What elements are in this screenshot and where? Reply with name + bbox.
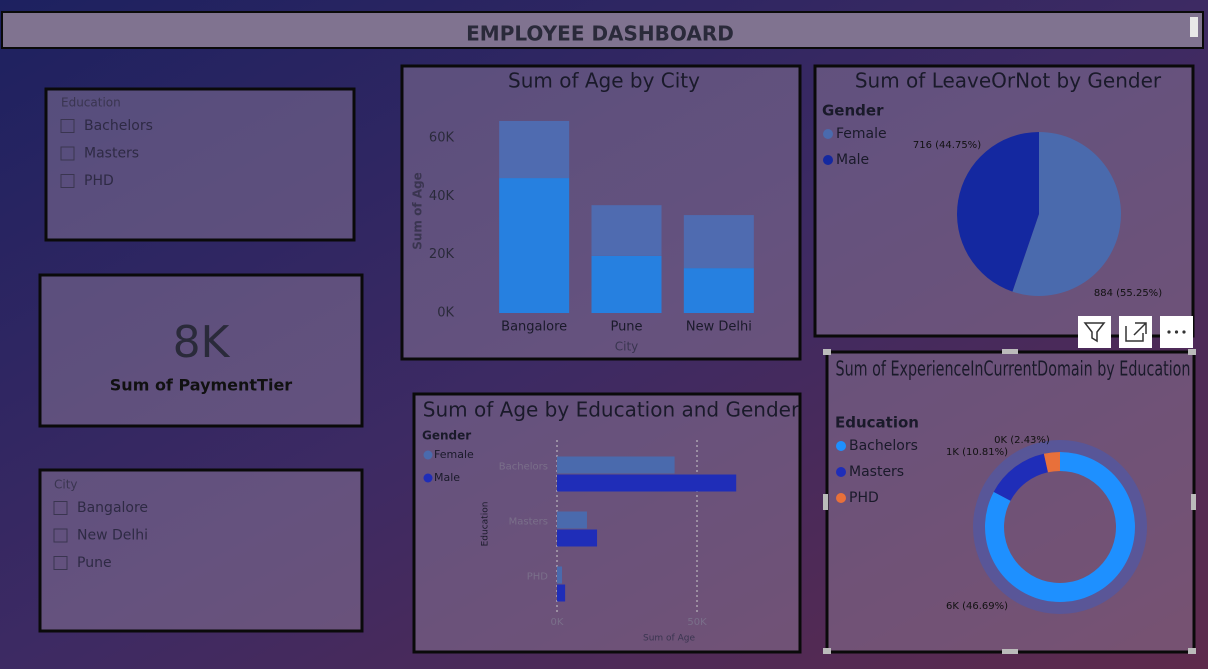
slicer-checkbox[interactable] bbox=[53, 501, 68, 515]
slicer-item: PHD bbox=[84, 173, 114, 189]
legend-marker bbox=[423, 450, 433, 460]
chart-title: Sum of Age by City bbox=[508, 69, 700, 93]
bar bbox=[557, 566, 563, 584]
chart-title: Sum of LeaveOrNot by Gender bbox=[855, 69, 1162, 93]
card-value: 8K bbox=[173, 317, 231, 368]
legend-label[interactable]: PHD bbox=[849, 490, 879, 506]
bar bbox=[591, 255, 662, 313]
legend-label[interactable]: Masters bbox=[849, 464, 904, 480]
bar bbox=[683, 268, 754, 313]
y-tick-label: PHD bbox=[527, 572, 549, 583]
legend-title: Gender bbox=[822, 102, 884, 120]
bar bbox=[499, 120, 570, 179]
legend-label[interactable]: Male bbox=[434, 471, 460, 484]
filter-button[interactable] bbox=[1078, 316, 1111, 348]
legend-marker bbox=[836, 441, 846, 451]
donut-slice bbox=[1043, 452, 1060, 473]
slicer-checkbox[interactable] bbox=[60, 174, 75, 188]
focus-icon bbox=[1125, 322, 1147, 342]
bar bbox=[683, 215, 754, 269]
x-axis-label: Sum of Age bbox=[643, 634, 695, 644]
header-bar bbox=[1, 11, 1204, 49]
scroll-thumb[interactable] bbox=[1190, 17, 1198, 37]
selection-handles bbox=[823, 349, 1196, 654]
pie-slice bbox=[1012, 132, 1122, 296]
slicer-item: New Delhi bbox=[77, 528, 148, 544]
visual-toolbar bbox=[1078, 316, 1193, 348]
chart-title: Sum of ExperienceInCurrentDomain by Educ… bbox=[836, 357, 1191, 381]
chart-title: Sum of Age by Education and Gender bbox=[423, 398, 800, 422]
slicer-checkbox[interactable] bbox=[53, 556, 68, 570]
legend-marker bbox=[836, 467, 846, 477]
slicer-title: City bbox=[54, 478, 78, 492]
education-slicer bbox=[44, 87, 356, 242]
bar bbox=[557, 584, 566, 602]
bar bbox=[499, 178, 570, 313]
y-tick-label: 60K bbox=[429, 131, 455, 146]
y-tick-label: 0K bbox=[437, 306, 454, 321]
data-label: 0K (2.43%) bbox=[994, 435, 1050, 446]
legend-marker bbox=[423, 473, 433, 483]
donut-slice bbox=[993, 453, 1048, 501]
bar bbox=[557, 511, 587, 529]
x-tick-label: Pune bbox=[610, 320, 642, 335]
slicer-checkbox[interactable] bbox=[60, 146, 75, 161]
slicer-checkbox[interactable] bbox=[60, 119, 75, 133]
dashboard-title: EMPLOYEE DASHBOARD bbox=[466, 22, 734, 46]
y-tick-label: 20K bbox=[429, 247, 455, 262]
data-label: 716 (44.75%) bbox=[913, 140, 981, 151]
x-tick-label: 50K bbox=[687, 617, 707, 628]
y-tick-label: 40K bbox=[429, 189, 455, 204]
slicer-item: Bachelors bbox=[84, 118, 153, 134]
legend-label[interactable]: Female bbox=[434, 448, 474, 461]
data-label: 1K (10.81%) bbox=[946, 447, 1008, 458]
card-label: Sum of PaymentTier bbox=[110, 376, 293, 395]
bar bbox=[591, 205, 662, 256]
slicer-item: Masters bbox=[84, 146, 139, 162]
x-tick-label: New Delhi bbox=[686, 320, 752, 335]
city-slicer bbox=[38, 468, 364, 633]
slicer-title: Education bbox=[61, 96, 121, 110]
age-education-panel bbox=[412, 392, 802, 654]
slicer-item: Pune bbox=[77, 555, 112, 571]
slicer-item: Bangalore bbox=[77, 500, 148, 516]
focus-button[interactable] bbox=[1119, 316, 1152, 348]
y-tick-label: Bachelors bbox=[499, 462, 548, 473]
bar bbox=[557, 474, 737, 492]
y-axis-label: Education bbox=[481, 502, 491, 547]
legend-title: Gender bbox=[422, 429, 471, 443]
legend-label[interactable]: Male bbox=[836, 152, 869, 168]
legend-marker bbox=[836, 493, 846, 503]
x-tick-label: 0K bbox=[551, 617, 564, 628]
x-tick-label: Bangalore bbox=[501, 320, 567, 335]
bar bbox=[557, 529, 598, 547]
pie-slice bbox=[957, 132, 1039, 292]
data-label: 6K (46.69%) bbox=[946, 601, 1008, 612]
more-icon bbox=[1167, 330, 1186, 334]
x-axis-label: City bbox=[615, 340, 639, 354]
donut-halo bbox=[973, 440, 1147, 614]
y-tick-label: Masters bbox=[509, 517, 548, 528]
legend-label[interactable]: Female bbox=[836, 126, 887, 142]
legend-label[interactable]: Bachelors bbox=[849, 438, 918, 454]
bar bbox=[557, 456, 675, 474]
legend-marker bbox=[823, 155, 833, 165]
filter-icon bbox=[1083, 322, 1106, 343]
legend-title: Education bbox=[835, 414, 919, 432]
legend-marker bbox=[823, 129, 833, 139]
y-axis-label: Sum of Age bbox=[411, 172, 425, 250]
slicer-checkbox[interactable] bbox=[53, 528, 68, 543]
data-label: 884 (55.25%) bbox=[1094, 288, 1162, 299]
payment-card bbox=[38, 273, 364, 428]
